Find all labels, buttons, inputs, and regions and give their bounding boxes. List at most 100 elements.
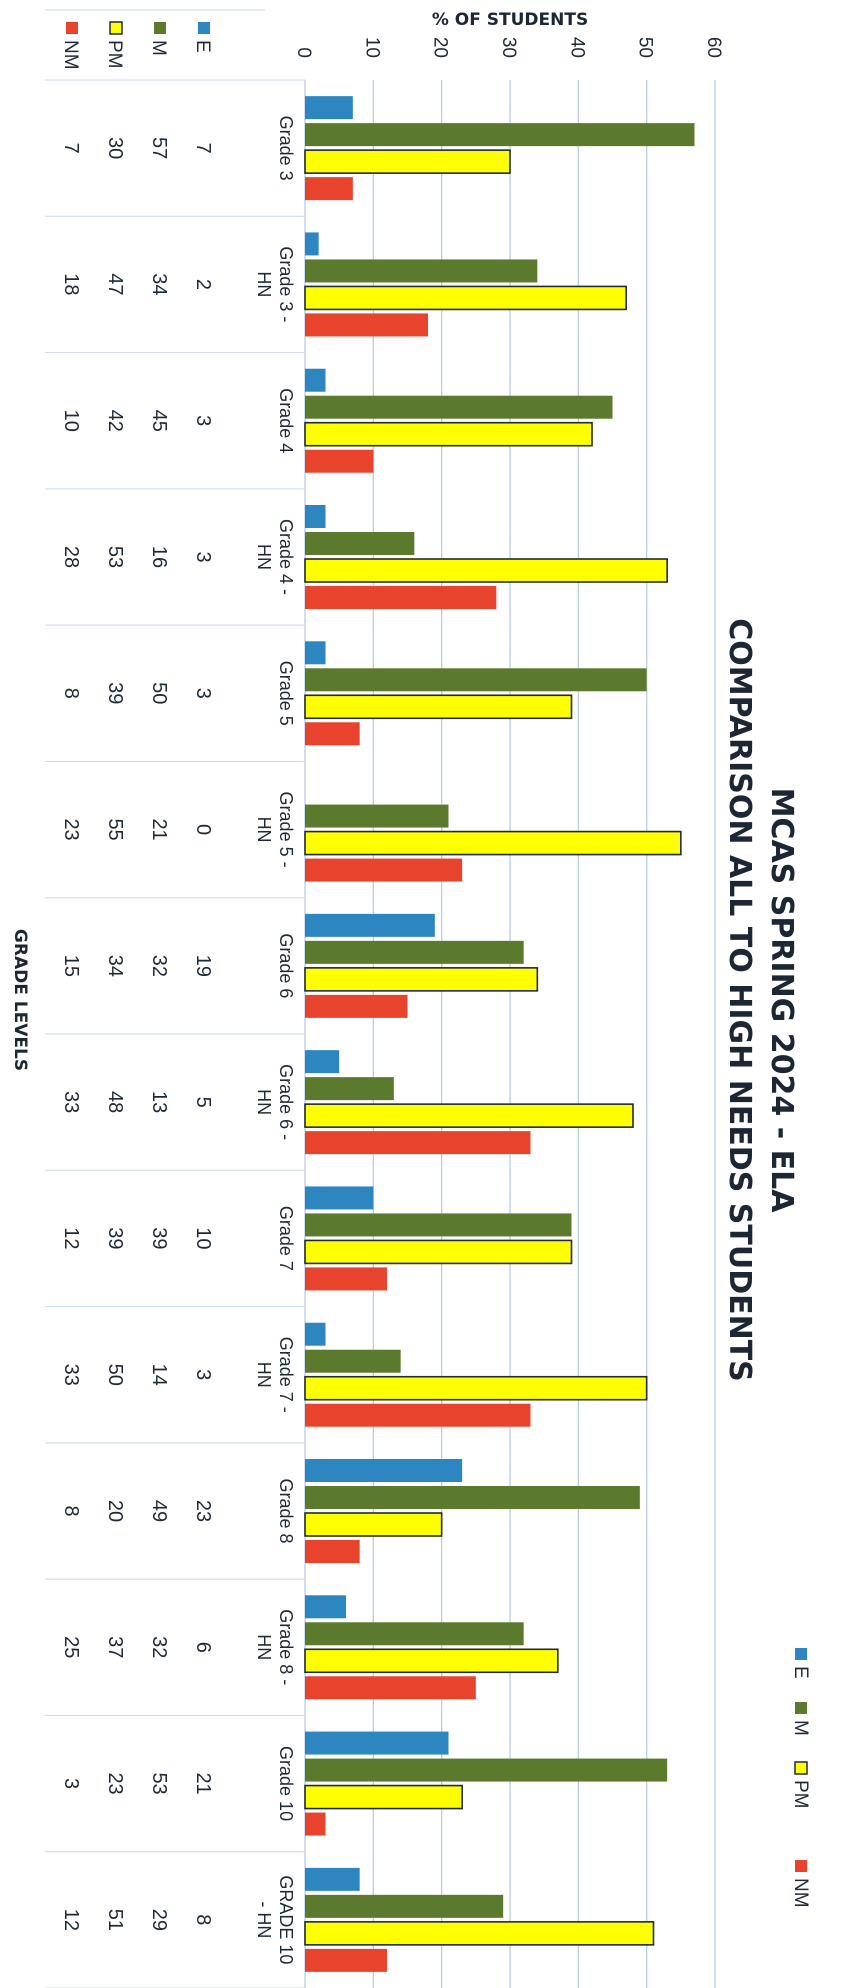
bar-nm — [305, 994, 408, 1018]
legend-swatch-e — [795, 1648, 807, 1660]
bar-m — [305, 668, 647, 692]
table-cell-pm: 34 — [104, 955, 126, 977]
bar-m — [304, 1622, 524, 1646]
bar-e — [305, 1050, 340, 1074]
chart-title-line-2: COMPARISON ALL TO HIGH NEEDS STUDENTS — [722, 618, 757, 1382]
table-cell-pm: 23 — [104, 1772, 126, 1794]
bar-nm — [305, 586, 497, 609]
legend-swatch-nm — [795, 1860, 807, 1872]
bar-m — [305, 1077, 394, 1101]
table-cell-m: 34 — [148, 273, 170, 295]
table-cell-m: 21 — [148, 818, 170, 840]
category-label: Grade 4 - — [276, 519, 296, 595]
table-cell-nm: 25 — [60, 1636, 82, 1658]
category-label: HN — [254, 1362, 274, 1388]
table-cell-e: 6 — [192, 1642, 214, 1653]
bar-e — [305, 913, 435, 937]
table-cell-m: 16 — [148, 546, 170, 568]
table-cell-nm: 15 — [60, 955, 82, 977]
table-cell-nm: 12 — [60, 1227, 82, 1249]
table-cell-e: 10 — [192, 1227, 214, 1249]
bar-nm — [305, 1676, 476, 1700]
category-label: Grade 7 - — [276, 1337, 296, 1413]
category-label: Grade 3 — [276, 116, 296, 181]
bar-pm — [304, 1512, 443, 1537]
legend-label-pm: PM — [790, 1780, 811, 1809]
bar-m — [304, 1894, 504, 1918]
category-label: Grade 6 - — [276, 1064, 296, 1140]
bar-m — [305, 259, 538, 283]
category-label: Grade 10 — [276, 1746, 296, 1821]
table-cell-m: 14 — [148, 1364, 170, 1386]
bar-pm — [304, 1921, 655, 1946]
bar-e — [305, 1731, 449, 1755]
chart-title-line-1: MCAS SPRING 2024 - ELA — [764, 788, 799, 1214]
legend-swatch-m — [795, 1702, 807, 1714]
bar-m — [304, 1349, 401, 1373]
bar-e — [304, 96, 353, 120]
table-cell-nm: 10 — [60, 410, 82, 432]
bar-e — [305, 1322, 326, 1346]
category-label: HN — [254, 1634, 274, 1660]
bar-pm — [304, 421, 593, 447]
table-cell-pm: 37 — [104, 1636, 126, 1658]
category-label: HN — [254, 271, 274, 297]
table-cell-pm: 20 — [104, 1500, 126, 1522]
x-axis-title: GRADE LEVELS — [10, 929, 30, 1071]
bar-pm — [304, 1648, 559, 1674]
bar-m — [304, 940, 524, 964]
bar-m — [305, 123, 695, 147]
table-cell-pm: 30 — [104, 137, 126, 159]
bar-pm — [304, 694, 573, 720]
bar-e — [305, 505, 326, 528]
bar-e — [304, 1459, 463, 1482]
bar-pm — [304, 1239, 573, 1265]
table-cell-m: 13 — [148, 1091, 170, 1113]
table-cell-pm: 47 — [104, 273, 126, 295]
legend-label-e: E — [790, 1666, 811, 1679]
table-cell-e: 23 — [192, 1500, 214, 1522]
table-cell-m: 39 — [148, 1227, 170, 1249]
bar-pm — [304, 558, 668, 583]
bar-nm — [305, 1948, 387, 1972]
table-cell-nm: 8 — [60, 688, 82, 699]
bar-pm — [304, 1375, 648, 1401]
category-label: HN — [254, 817, 274, 843]
category-label: Grade 5 — [276, 661, 296, 726]
category-label: Grade 4 — [276, 388, 296, 453]
bar-m — [305, 1213, 572, 1237]
table-key-swatch-m — [154, 22, 166, 34]
bar-nm — [305, 313, 428, 337]
bar-nm — [305, 1812, 326, 1836]
bar-e — [305, 641, 326, 665]
table-cell-pm: 55 — [104, 818, 126, 840]
table-key-label-nm: NM — [60, 40, 81, 70]
category-label: HN — [254, 544, 274, 570]
category-label: Grade 8 — [276, 1478, 296, 1543]
table-key-label-e: E — [192, 40, 213, 53]
y-tick-label-50: 50 — [635, 37, 656, 58]
category-label: - HN — [254, 1901, 274, 1938]
legend-label-nm: NM — [790, 1878, 811, 1908]
table-cell-nm: 8 — [60, 1505, 82, 1516]
bar-e — [305, 1595, 346, 1619]
legend-label-m: M — [790, 1720, 811, 1736]
category-label: Grade 8 - — [276, 1609, 296, 1685]
bar-nm — [304, 1540, 360, 1563]
bar-e — [304, 1867, 360, 1891]
category-label: Grade 5 - — [276, 792, 296, 868]
table-cell-nm: 28 — [60, 546, 82, 568]
bar-nm — [304, 177, 353, 201]
table-cell-pm: 53 — [104, 546, 126, 568]
table-cell-m: 49 — [148, 1500, 170, 1522]
y-axis-title: % OF STUDENTS — [432, 10, 588, 30]
table-cell-m: 57 — [148, 137, 170, 159]
table-cell-nm: 12 — [60, 1909, 82, 1931]
y-tick-label-10: 10 — [361, 37, 382, 58]
table-cell-nm: 33 — [60, 1364, 82, 1386]
table-cell-m: 45 — [148, 410, 170, 432]
table-cell-m: 29 — [148, 1909, 170, 1931]
table-key-swatch-nm — [66, 22, 78, 34]
